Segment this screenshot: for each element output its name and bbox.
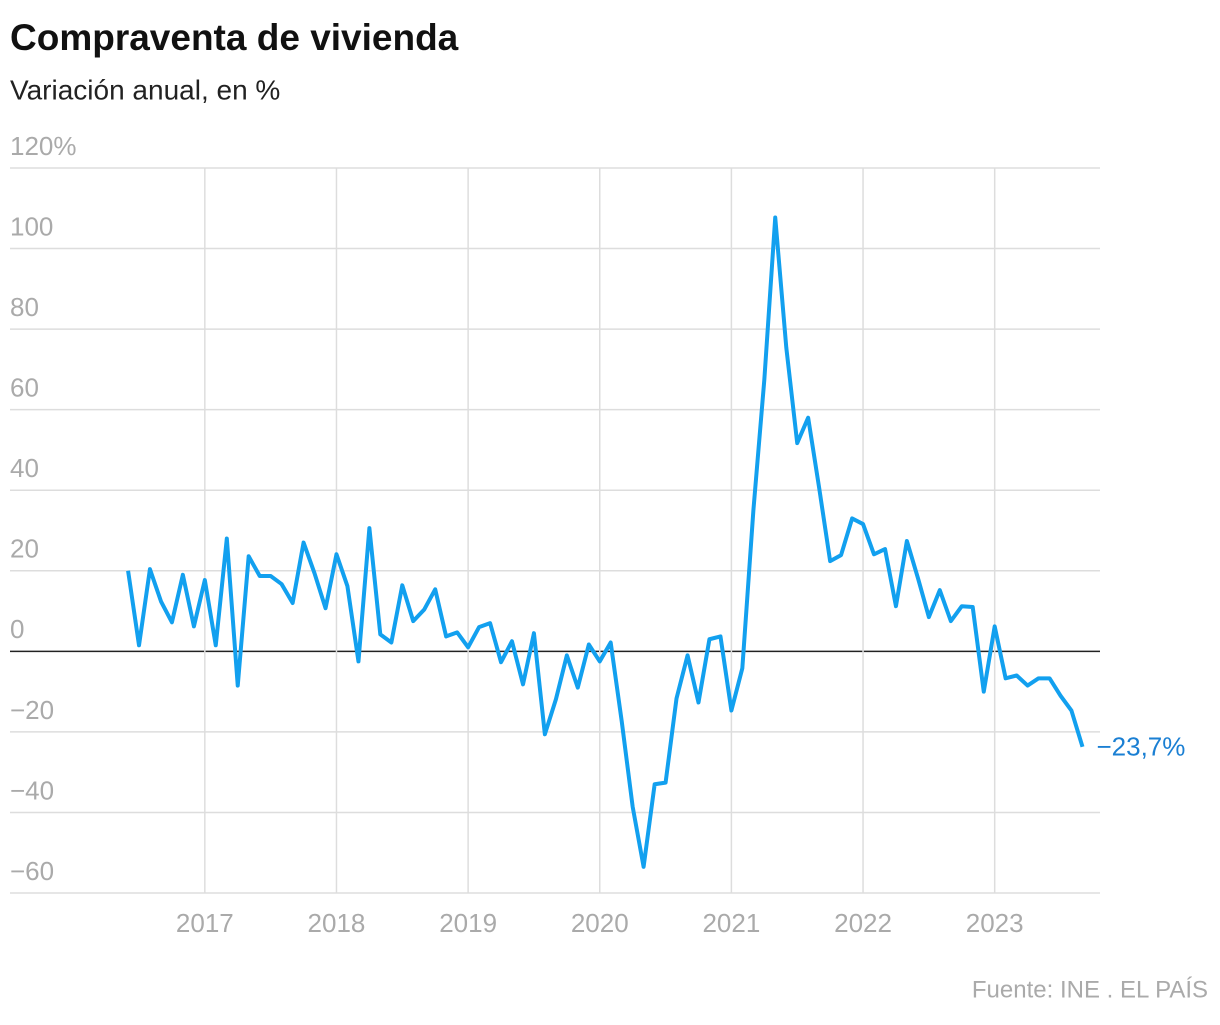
source: Fuente: INE . EL PAÍS — [972, 976, 1208, 1003]
data-line — [126, 215, 1085, 869]
chart-subtitle: Variación anual, en % — [10, 74, 280, 105]
y-tick-label: 100 — [10, 211, 53, 241]
chart-title: Compraventa de vivienda — [10, 17, 459, 58]
x-tick-label: 2019 — [439, 908, 497, 938]
x-tick-label: 2018 — [308, 908, 366, 938]
data-label: −23,7% — [1096, 732, 1185, 762]
y-tick-label: 40 — [10, 453, 39, 483]
y-tick-label: 0 — [10, 614, 24, 644]
y-tick-label: −60 — [10, 856, 54, 886]
x-tick-label: 2023 — [966, 908, 1024, 938]
y-tick-label: 20 — [10, 534, 39, 564]
y-tick-label: 120% — [10, 131, 77, 161]
x-tick-label: 2017 — [176, 908, 234, 938]
y-tick-label: −40 — [10, 775, 54, 805]
y-tick-label: −20 — [10, 695, 54, 725]
x-tick-label: 2022 — [834, 908, 892, 938]
y-tick-label: 60 — [10, 373, 39, 403]
x-tick-label: 2020 — [571, 908, 629, 938]
x-tick-label: 2021 — [702, 908, 760, 938]
y-tick-label: 80 — [10, 292, 39, 322]
